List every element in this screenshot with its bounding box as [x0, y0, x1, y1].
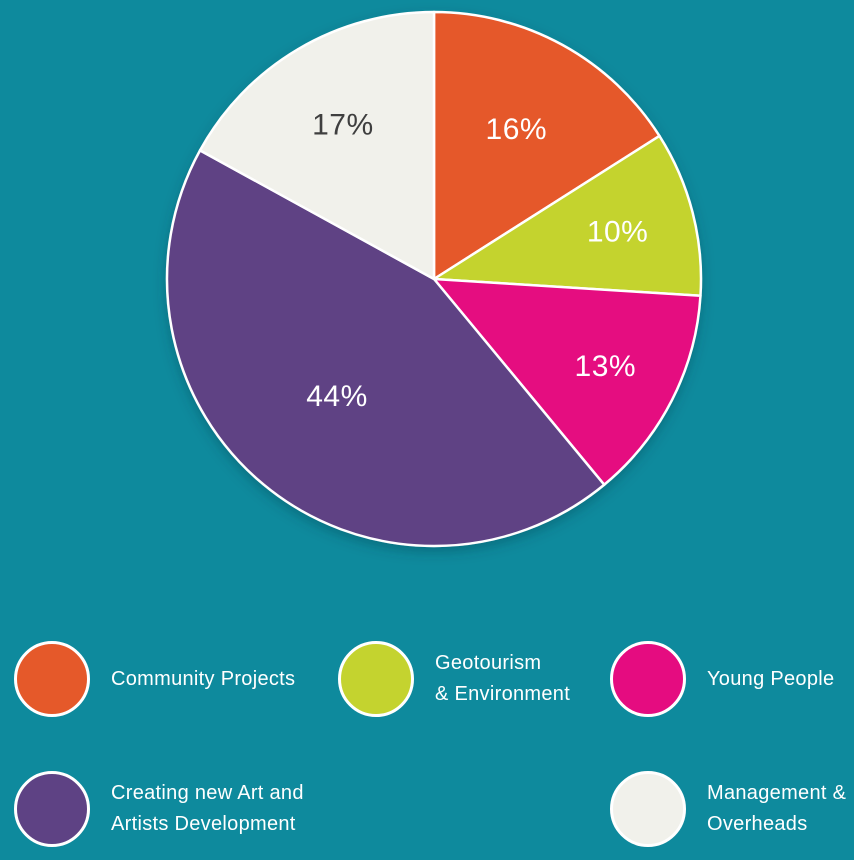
legend-item-young-people: Young People	[610, 641, 834, 717]
pie-slice-5	[198, 10, 436, 281]
legend-swatch-geotourism-environment	[338, 641, 414, 717]
pie-slice-2	[432, 134, 703, 298]
pie-slice-4	[165, 149, 606, 548]
legend-swatch-community-projects	[14, 641, 90, 717]
legend-label-geotourism-environment: Geotourism & Environment	[435, 652, 571, 705]
legend-swatch-management-overheads	[610, 771, 686, 847]
pie-slice-1	[432, 10, 661, 281]
pie-slice-label-4: 44%	[306, 380, 368, 413]
legend-item-community-projects: Community Projects	[14, 641, 295, 717]
legend-item-geotourism-environment: Geotourism & Environment	[338, 641, 570, 717]
legend-label-community-projects: Community Projects	[111, 667, 296, 690]
legend-label-young-people: Young People	[707, 667, 835, 690]
legend-label-creating-new-art: Creating new Art and Artists Development	[111, 782, 304, 835]
pie-slice-label-2: 10%	[587, 215, 649, 248]
legend-swatch-creating-new-art	[14, 771, 90, 847]
pie-chart: 16% 10% 13% 44% 17%	[165, 10, 703, 548]
legend-item-management-overheads: Management & Overheads	[610, 771, 846, 847]
pie-slice-label-5: 17%	[312, 109, 374, 142]
legend-swatch-young-people	[610, 641, 686, 717]
pie-slice-label-1: 16%	[486, 113, 548, 146]
legend-label-management-overheads: Management & Overheads	[707, 782, 847, 835]
pie-slice-3	[432, 277, 702, 486]
legend-item-creating-new-art: Creating new Art and Artists Development	[14, 771, 304, 847]
pie-slice-label-3: 13%	[575, 350, 637, 383]
